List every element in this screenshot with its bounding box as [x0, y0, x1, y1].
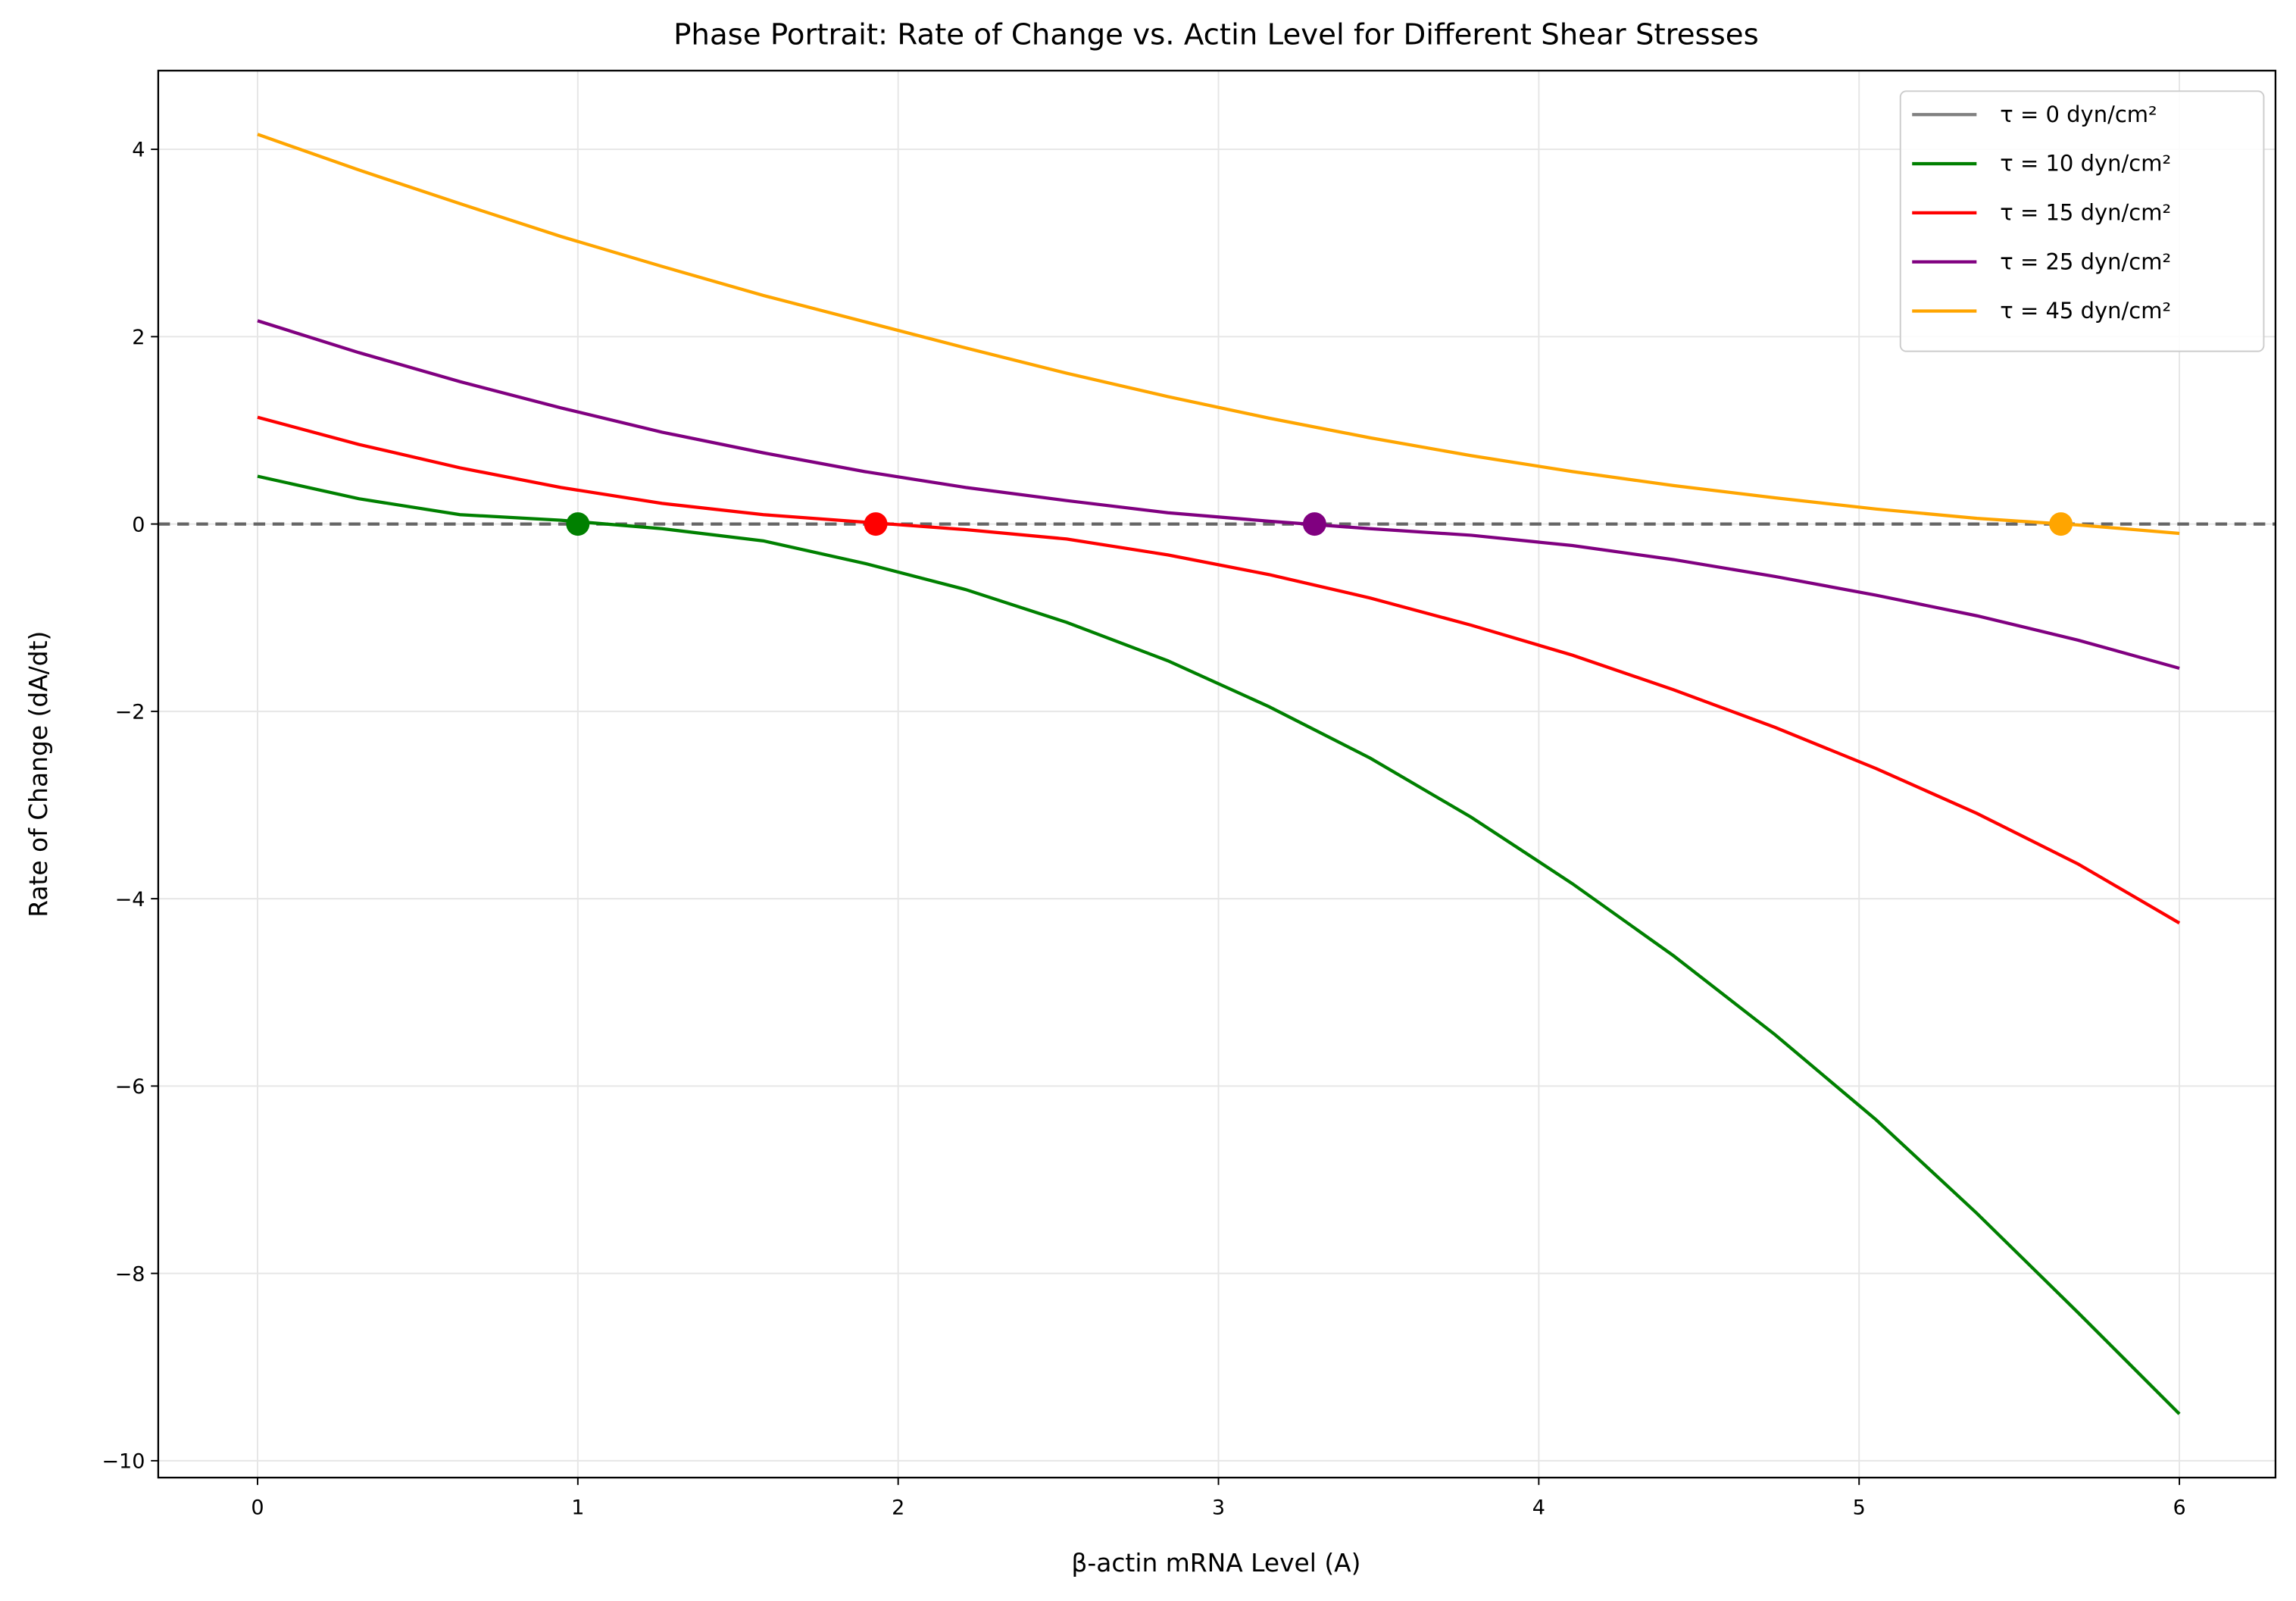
fixed-point	[864, 512, 888, 536]
legend-label: τ = 25 dyn/cm²	[2000, 249, 2171, 274]
series-line	[257, 415, 2181, 925]
plot-frame	[157, 70, 2277, 1479]
x-tick-label: 1	[571, 1496, 584, 1519]
y-tick-label: −2	[115, 701, 145, 724]
y-axis-label: Rate of Change (dA/dt)	[23, 631, 53, 918]
x-tick-label: 6	[2173, 1496, 2185, 1519]
x-axis-label: β-actin mRNA Level (A)	[1071, 1548, 1360, 1578]
y-tick-label: −10	[102, 1450, 145, 1474]
legend: τ = 0 dyn/cm² τ = 10 dyn/cm² τ = 15 dyn/cm…	[1899, 90, 2265, 352]
fixed-point	[1302, 512, 1326, 536]
series-line	[257, 133, 2180, 536]
legend-label: τ = 10 dyn/cm²	[2000, 151, 2171, 177]
y-tick-label: 4	[132, 139, 145, 162]
fixed-point	[2049, 512, 2073, 536]
x-tick-label: 5	[1853, 1496, 1866, 1519]
x-tick-label: 3	[1212, 1496, 1225, 1519]
x-tick-label: 0	[251, 1496, 264, 1519]
y-tick-label: 2	[132, 326, 145, 349]
legend-label: τ = 0 dyn/cm²	[2000, 102, 2157, 127]
fixed-point	[566, 512, 590, 536]
legend-box	[1899, 90, 2265, 352]
y-tick-label: −6	[115, 1075, 145, 1099]
y-tick-label: −8	[115, 1262, 145, 1286]
x-tick-label: 2	[892, 1496, 904, 1519]
series-line	[257, 319, 2180, 671]
legend-label: τ = 15 dyn/cm²	[2000, 200, 2171, 226]
chart-title: Phase Portrait: Rate of Change vs. Actin…	[673, 17, 1759, 52]
y-tick-label: 0	[132, 513, 145, 536]
legend-label: τ = 45 dyn/cm²	[2000, 298, 2171, 324]
x-tick-label: 4	[1532, 1496, 1545, 1519]
y-tick-label: −4	[115, 888, 145, 912]
